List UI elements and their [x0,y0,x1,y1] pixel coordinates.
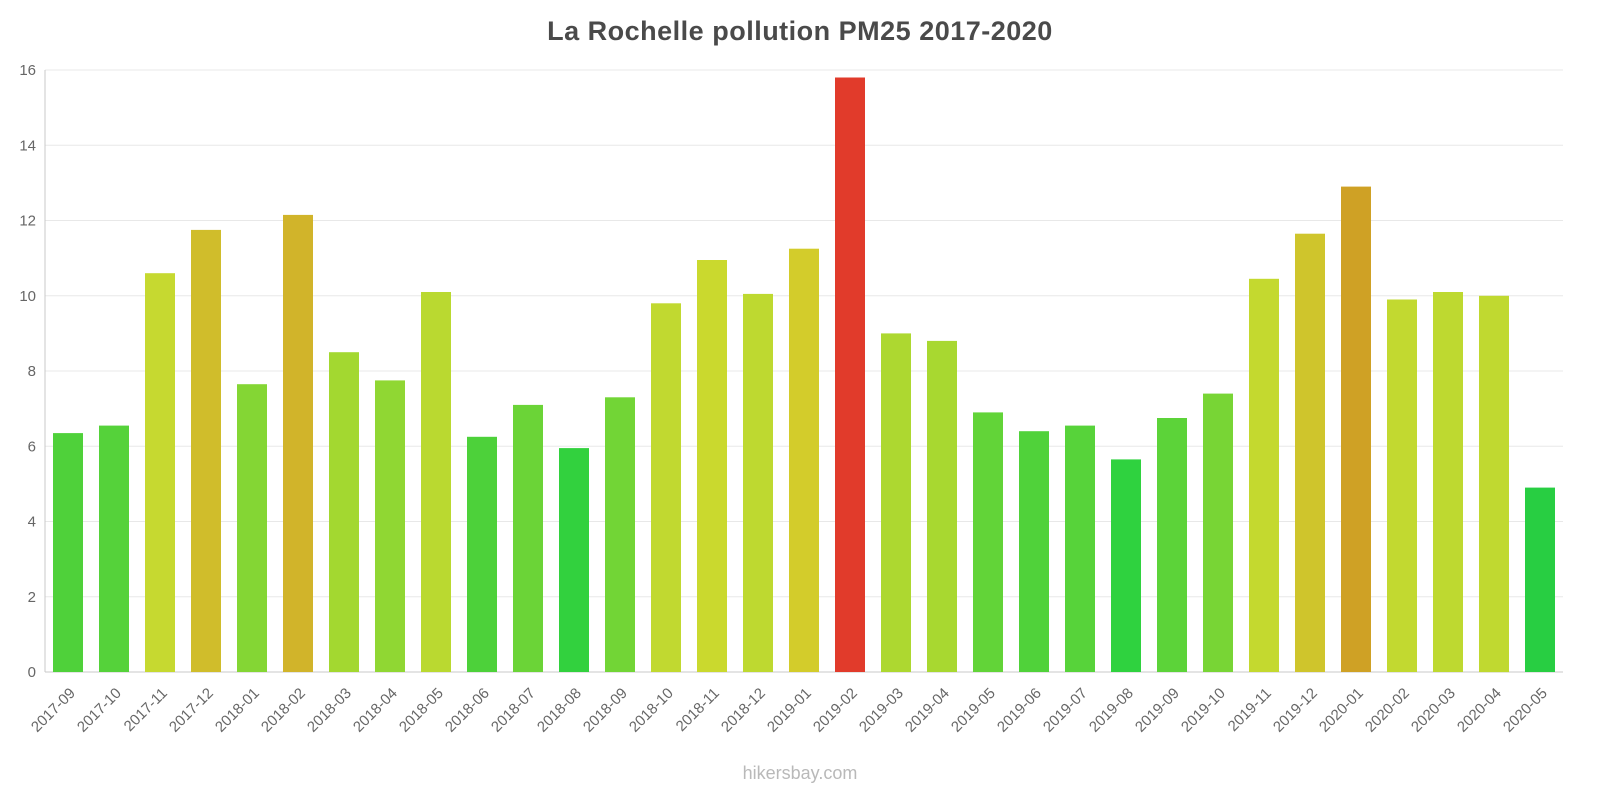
bar-2019-09[interactable] [1157,418,1187,672]
x-axis-label: 2018-07 [488,685,539,736]
x-axis-label: 2018-08 [534,685,585,736]
x-axis-label: 2018-02 [258,685,309,736]
watermark-text: hikersbay.com [742,763,858,783]
bar-2018-02[interactable] [283,214,313,672]
bar-2020-01[interactable] [1341,186,1371,672]
x-axis-label: 2019-03 [856,685,907,736]
x-axis-label: 2020-04 [1454,685,1505,736]
x-axis-label: 2018-03 [304,685,355,736]
bar-2019-05[interactable] [973,412,1003,672]
y-axis-tick-label: 6 [28,438,36,455]
bar-2017-11[interactable] [145,273,175,672]
bar-2018-11[interactable] [697,260,727,672]
y-axis-tick-label: 16 [19,62,36,79]
x-axis-label: 2020-02 [1362,685,1413,736]
bar-2020-03[interactable] [1433,292,1463,672]
x-axis-label: 2020-05 [1500,685,1551,736]
bar-2019-11[interactable] [1249,278,1279,672]
x-axis-label: 2019-05 [948,685,999,736]
x-axis-label: 2018-04 [350,685,401,736]
bar-2018-09[interactable] [605,397,635,672]
x-axis-label: 2017-10 [74,685,125,736]
x-axis-label: 2019-09 [1132,685,1183,736]
bar-2018-08[interactable] [559,448,589,672]
x-axis-label: 2018-09 [580,685,631,736]
y-axis-tick-label: 2 [28,589,36,606]
x-axis-label: 2018-12 [718,685,769,736]
bar-2017-10[interactable] [99,425,129,672]
bar-2019-04[interactable] [927,340,957,672]
y-axis-tick-label: 8 [28,363,36,380]
bar-2019-06[interactable] [1019,431,1049,672]
x-axis-label: 2019-01 [764,685,815,736]
bar-2018-07[interactable] [513,404,543,672]
x-axis-label: 2020-03 [1408,685,1459,736]
y-axis-tick-label: 12 [19,213,36,230]
x-axis-label: 2018-11 [673,685,723,735]
x-axis-label: 2019-06 [994,685,1045,736]
bar-2019-03[interactable] [881,333,911,672]
bar-2018-03[interactable] [329,352,359,672]
x-axis-label: 2019-08 [1086,685,1137,736]
y-axis-tick-label: 14 [19,137,36,154]
x-axis-label: 2019-10 [1178,685,1229,736]
bar-2020-05[interactable] [1525,487,1555,672]
bar-2018-12[interactable] [743,293,773,672]
bar-2017-12[interactable] [191,229,221,672]
x-axis-label: 2019-07 [1040,685,1091,736]
bar-2019-08[interactable] [1111,459,1141,672]
bar-2019-07[interactable] [1065,425,1095,672]
bar-2018-06[interactable] [467,436,497,672]
x-axis-label: 2020-01 [1316,685,1367,736]
x-axis-label: 2018-05 [396,685,447,736]
bar-2018-10[interactable] [651,303,681,672]
bar-2019-12[interactable] [1295,233,1325,672]
x-axis-label: 2019-04 [902,685,953,736]
bar-2017-09[interactable] [53,433,83,672]
x-axis-label: 2019-02 [810,685,861,736]
chart-title: La Rochelle pollution PM25 2017-2020 [547,16,1053,46]
bar-2018-04[interactable] [375,380,405,672]
bar-chart: 0 2 4 6 8 10 12 14 16 2017-092017-102017-112017-1… [19,62,1563,736]
x-axis-label: 2017-09 [28,685,79,736]
x-axis-label: 2018-06 [442,685,493,736]
bar-2018-01[interactable] [237,384,267,672]
bar-2019-02[interactable] [835,77,865,673]
bar-2019-01[interactable] [789,248,819,672]
y-axis-tick-label: 0 [28,664,36,681]
bar-2018-05[interactable] [421,292,451,672]
bar-2020-04[interactable] [1479,295,1509,673]
y-axis-tick-label: 10 [19,288,36,305]
y-axis-tick-label: 4 [28,514,36,531]
x-axis-label: 2017-12 [166,685,217,736]
x-axis-label: 2019-12 [1270,685,1321,736]
bar-2020-02[interactable] [1387,299,1417,673]
x-axis-label: 2018-10 [626,685,677,736]
x-axis-label: 2018-01 [212,685,263,736]
x-axis-label: 2019-11 [1225,685,1275,735]
x-axis-label: 2017-11 [121,685,171,735]
bar-2019-10[interactable] [1203,393,1233,672]
bars-group: 2017-092017-102017-112017-122018-012018-… [28,77,1555,736]
